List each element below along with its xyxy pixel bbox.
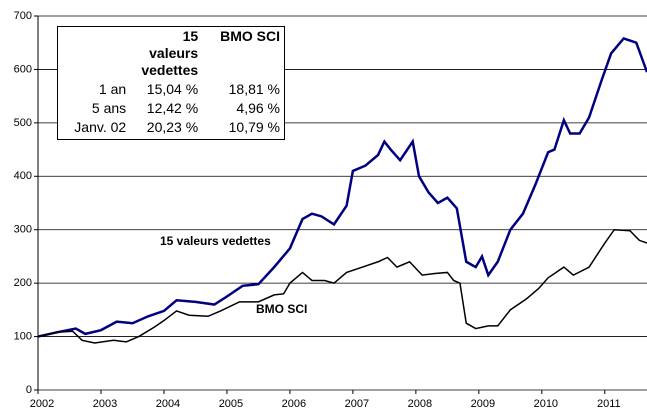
table: 15 valeurs vedettes BMO SCI 1 an 15,04 % 1… (58, 27, 284, 137)
y-tick-label: 0 (26, 384, 32, 396)
series-line (37, 228, 647, 344)
x-tick-label: 2010 (534, 398, 558, 410)
y-tick-label: 600 (14, 63, 32, 75)
y-tick-label: 700 (14, 10, 32, 22)
cell: 18,81 % (228, 81, 280, 97)
cell: 15,04 % (146, 81, 199, 97)
header-cell (58, 27, 130, 80)
cell: 1 an (98, 81, 127, 97)
header-row: 15 valeurs vedettes BMO SCI (58, 27, 284, 80)
y-tick-label: 500 (14, 117, 32, 129)
x-tick-label: 2002 (30, 398, 54, 410)
annotation: BMO SCI (256, 302, 307, 316)
x-tick-label: 2007 (345, 398, 369, 410)
y-tick-label: 100 (14, 330, 32, 342)
annotation: 15 valeurs vedettes (160, 234, 271, 248)
cell: Janv. 02 (74, 119, 127, 135)
x-tick-label: 2008 (408, 398, 432, 410)
row: 1 an 15,04 % 18,81 % (58, 80, 284, 99)
cell: 10,79 % (228, 119, 280, 135)
x-tick-label: 2011 (597, 398, 621, 410)
x-tick-label: 2005 (219, 398, 243, 410)
y-tick-label: 400 (14, 170, 32, 182)
y-tick-label: 200 (14, 277, 32, 289)
row: Janv. 02 20,23 % 10,79 % (58, 118, 284, 137)
series-line (37, 36, 647, 338)
x-tick-label: 2004 (156, 398, 180, 410)
x-tick-label: 2003 (93, 398, 117, 410)
header-cell: 15 valeurs vedettes (141, 28, 199, 78)
x-tick-label: 2006 (282, 398, 306, 410)
cell: 20,23 % (146, 119, 199, 135)
cell: 12,42 % (146, 100, 199, 116)
cell: 4,96 % (236, 100, 280, 116)
header-cell: BMO SCI (220, 28, 280, 44)
x-tick-label: 2009 (471, 398, 495, 410)
row: 5 ans 12,42 % 4,96 % (58, 99, 284, 118)
cell: 5 ans (91, 100, 127, 116)
summary-table: 15 valeurs vedettes BMO SCI 1 an 15,04 % 1… (57, 26, 285, 140)
y-tick-label: 300 (14, 224, 32, 236)
